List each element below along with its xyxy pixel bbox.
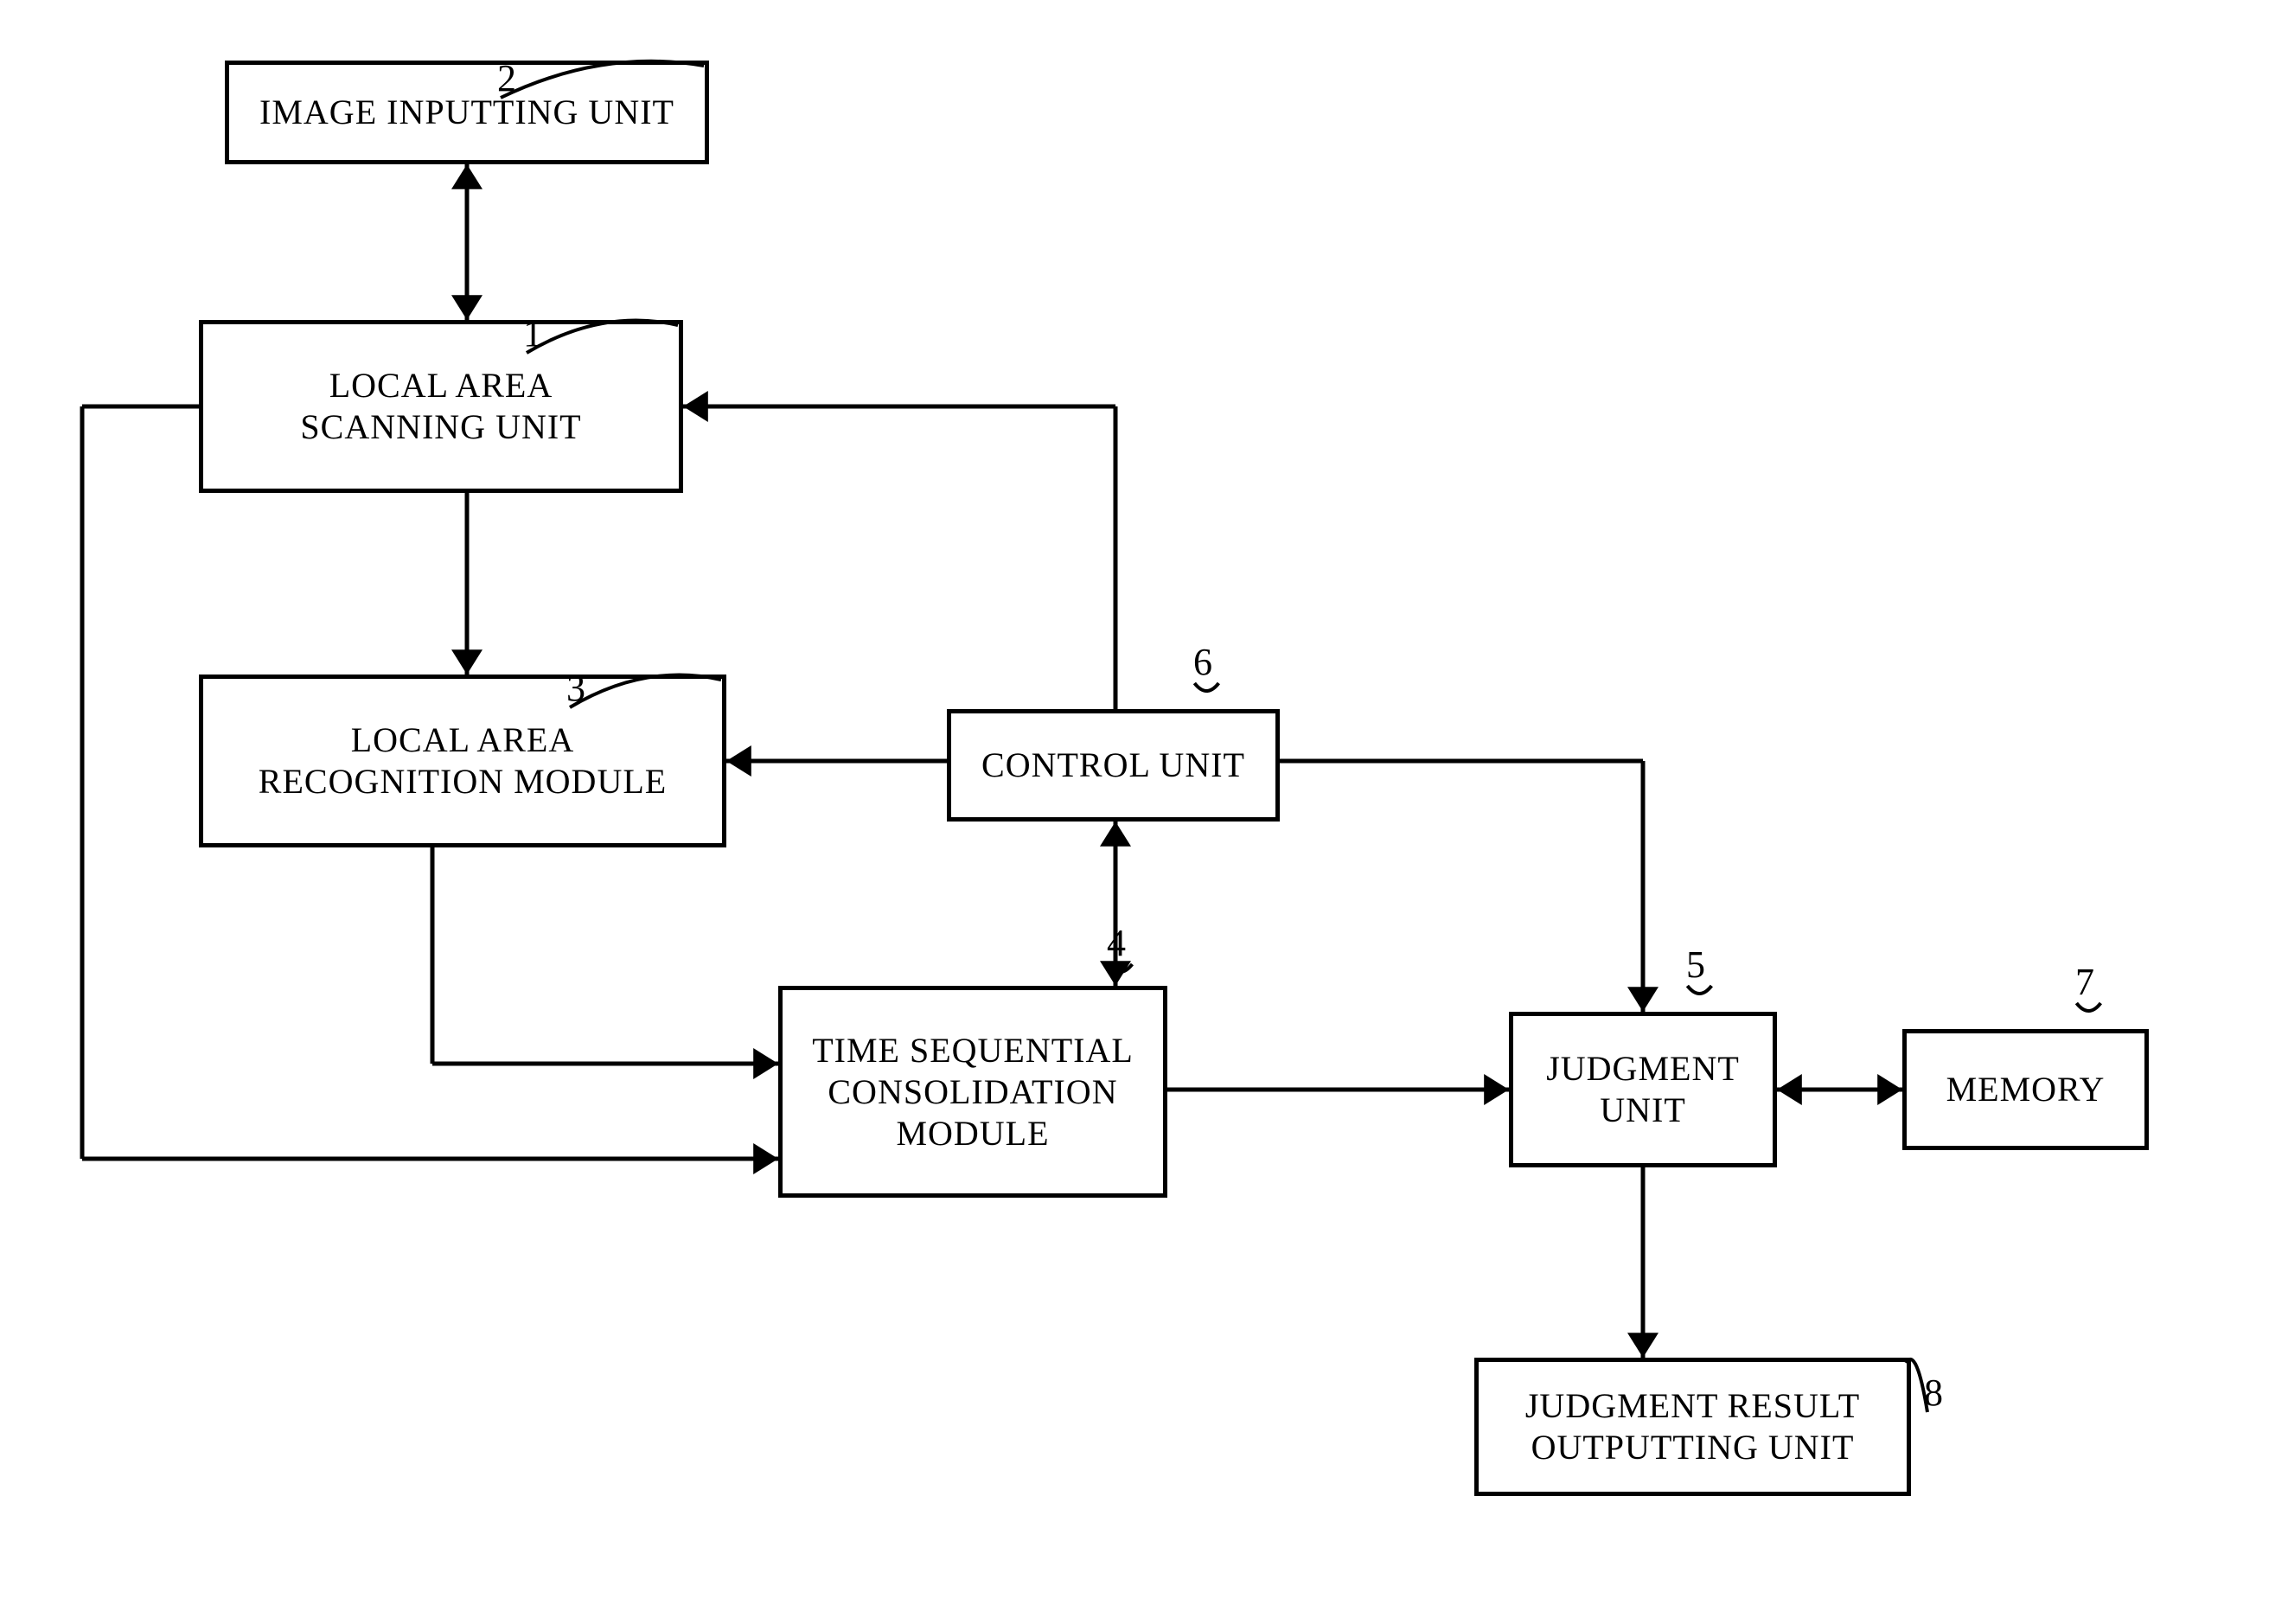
node-control-unit: CONTROL UNIT [947, 709, 1280, 822]
node-local-area-scanning-unit: LOCAL AREA SCANNING UNIT [199, 320, 683, 493]
ref-label-3: 3 [566, 666, 585, 710]
ref-label-5: 5 [1686, 943, 1705, 987]
node-time-sequential-consolidation-module: TIME SEQUENTIAL CONSOLIDATION MODULE [778, 986, 1167, 1198]
ref-label-8: 8 [1924, 1371, 1943, 1415]
node-image-inputting-unit: IMAGE INPUTTING UNIT [225, 61, 709, 164]
ref-label-2: 2 [497, 56, 516, 100]
ref-label-6: 6 [1193, 640, 1212, 684]
ref-label-7: 7 [2075, 960, 2094, 1004]
node-judgment-unit: JUDGMENT UNIT [1509, 1012, 1777, 1167]
node-memory: MEMORY [1902, 1029, 2149, 1150]
node-judgment-result-outputting-unit: JUDGMENT RESULT OUTPUTTING UNIT [1474, 1358, 1911, 1496]
ref-label-1: 1 [523, 311, 542, 355]
diagram-canvas: IMAGE INPUTTING UNIT LOCAL AREA SCANNING… [0, 0, 2288, 1624]
ref-label-4: 4 [1107, 921, 1126, 965]
node-local-area-recognition-module: LOCAL AREA RECOGNITION MODULE [199, 675, 726, 847]
